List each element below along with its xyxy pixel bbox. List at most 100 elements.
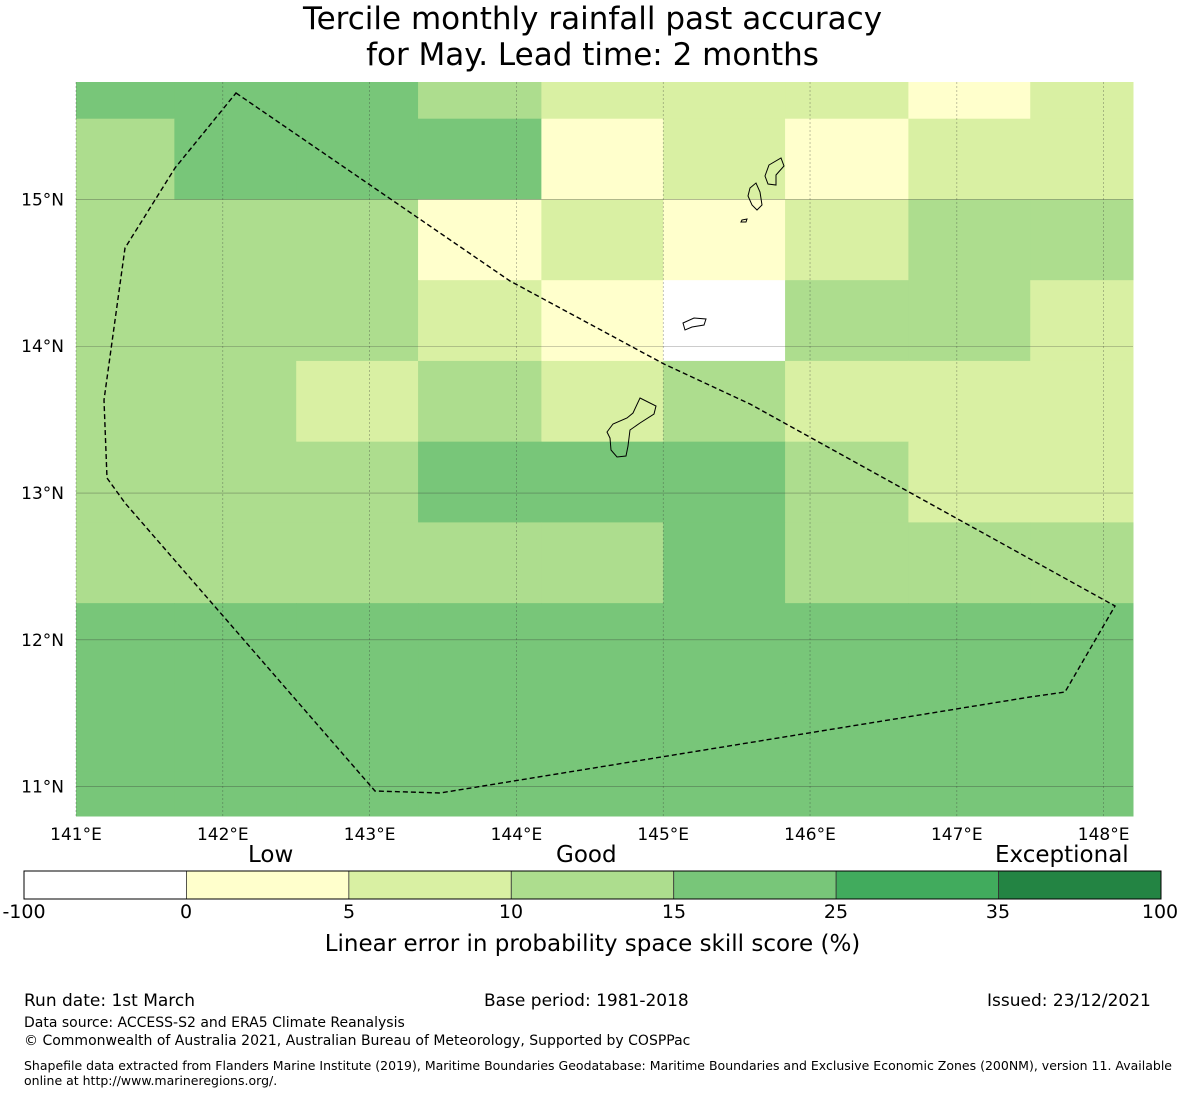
- heatmap-cell: [76, 441, 175, 523]
- colorbar-tick-label: 5: [342, 901, 356, 923]
- heatmap-cell: [541, 522, 664, 604]
- run-date: Run date: 1st March: [24, 991, 196, 1011]
- heatmap-cell: [174, 771, 297, 817]
- heatmap-cell: [418, 522, 542, 604]
- heatmap-cell: [1030, 441, 1134, 523]
- eez-boundary: [103, 92, 1116, 794]
- heatmap-cell: [174, 118, 297, 200]
- heatmap-cell: [908, 118, 1031, 200]
- heatmap-cell: [908, 441, 1031, 523]
- colorbar-label-exceptional: Exceptional: [995, 842, 1129, 868]
- colorbar-tick-label: 100: [1141, 901, 1179, 923]
- heatmap-cell: [785, 360, 909, 443]
- colorbar-tick-label: -100: [2, 901, 46, 923]
- y-tick-label: 13°N: [21, 484, 64, 504]
- colorbar-label-low: Low: [248, 842, 294, 868]
- y-tick-label: 11°N: [21, 778, 64, 798]
- heatmap-cell: [541, 280, 664, 362]
- heatmap-cell: [296, 441, 419, 523]
- heatmap-cell: [174, 522, 297, 604]
- heatmap-cell: [1030, 771, 1134, 817]
- heatmap-cell: [76, 82, 175, 120]
- heatmap-cell: [908, 199, 1031, 281]
- heatmap-cell: [76, 360, 175, 443]
- colorbar-frame: [23, 870, 1162, 900]
- x-tick-label: 148°E: [1078, 825, 1130, 845]
- heatmap-cell: [1030, 82, 1134, 120]
- heatmap-cell: [541, 82, 664, 120]
- x-tick-label: 144°E: [491, 825, 543, 845]
- heatmap-cell: [785, 771, 909, 817]
- colorbar-tick-label: 35: [985, 901, 1011, 923]
- heatmap-cell: [76, 199, 175, 281]
- colorbar-tick-label: 15: [661, 901, 687, 923]
- heatmap-cell: [908, 82, 1031, 120]
- chart-title-line2: for May. Lead time: 2 months: [366, 37, 819, 73]
- colorbar-label-good: Good: [556, 842, 617, 868]
- heatmap-cell: [541, 199, 664, 281]
- heatmap-cell: [541, 771, 664, 817]
- x-tick-label: 147°E: [931, 825, 983, 845]
- island-saipan: [764, 157, 785, 186]
- y-tick-label: 14°N: [21, 337, 64, 357]
- heatmap-cell: [174, 360, 297, 443]
- heatmap-cell: [1030, 360, 1134, 443]
- y-tick-label: 15°N: [21, 190, 64, 210]
- heatmap-cell: [296, 683, 419, 773]
- heatmap-cell: [908, 360, 1031, 443]
- heatmap-cell: [908, 683, 1031, 773]
- heatmap-cell: [663, 603, 786, 685]
- copyright: © Commonwealth of Australia 2021, Austra…: [24, 1033, 691, 1049]
- heatmap-cell: [908, 280, 1031, 362]
- heatmap-cell: [418, 441, 542, 523]
- issued-date: Issued: 23/12/2021: [987, 991, 1151, 1011]
- shapefile-credit: Shapefile data extracted from Flanders M…: [24, 1058, 1172, 1088]
- heatmap-cell: [76, 280, 175, 362]
- colorbar-segment: [835, 870, 999, 900]
- heatmap-cell: [663, 360, 786, 443]
- heatmap-cell: [1030, 522, 1134, 604]
- colorbar-tick-label: 10: [498, 901, 524, 923]
- x-tick-label: 146°E: [784, 825, 836, 845]
- heatmap-cell: [174, 683, 297, 773]
- island-aguijan: [740, 218, 748, 223]
- heatmap-cell: [541, 441, 664, 523]
- heatmap-cell: [663, 771, 786, 817]
- base-period: Base period: 1981-2018: [484, 991, 689, 1011]
- heatmap-cell: [785, 603, 909, 685]
- heatmap-cell: [785, 82, 909, 120]
- heatmap-cell: [663, 683, 786, 773]
- x-tick-label: 141°E: [50, 825, 102, 845]
- island-tinian: [747, 182, 763, 211]
- heatmap-cell: [908, 603, 1031, 685]
- heatmap-cell: [76, 771, 175, 817]
- heatmap-cell: [785, 280, 909, 362]
- heatmap-cell: [296, 771, 419, 817]
- heatmap-cell: [541, 118, 664, 200]
- heatmap-cell: [296, 360, 419, 443]
- heatmap-cell: [418, 199, 542, 281]
- x-tick-label: 143°E: [344, 825, 396, 845]
- chart-title-line1: Tercile monthly rainfall past accuracy: [302, 1, 883, 37]
- heatmap-cell: [296, 118, 419, 200]
- x-tick-label: 142°E: [197, 825, 249, 845]
- heatmap-cell: [174, 82, 297, 120]
- heatmap-cell: [663, 82, 786, 120]
- heatmap-cell: [296, 199, 419, 281]
- heatmap-cell: [785, 522, 909, 604]
- heatmap-cell: [785, 683, 909, 773]
- heatmap-cell: [76, 118, 175, 200]
- x-tick-label: 145°E: [637, 825, 689, 845]
- heatmap-cell: [174, 441, 297, 523]
- colorbar-segment: [673, 870, 837, 900]
- colorbar-tick-label: 0: [179, 901, 193, 923]
- heatmap-cell: [663, 522, 786, 604]
- heatmap-cell: [174, 603, 297, 685]
- heatmap-cell: [418, 603, 542, 685]
- heatmap-cell: [785, 118, 909, 200]
- colorbar-title: Linear error in probability space skill …: [324, 931, 861, 957]
- colorbar-segment: [348, 870, 512, 900]
- heatmap-cell: [663, 199, 786, 281]
- colorbar-segment: [23, 870, 187, 900]
- heatmap-cell: [1030, 683, 1134, 773]
